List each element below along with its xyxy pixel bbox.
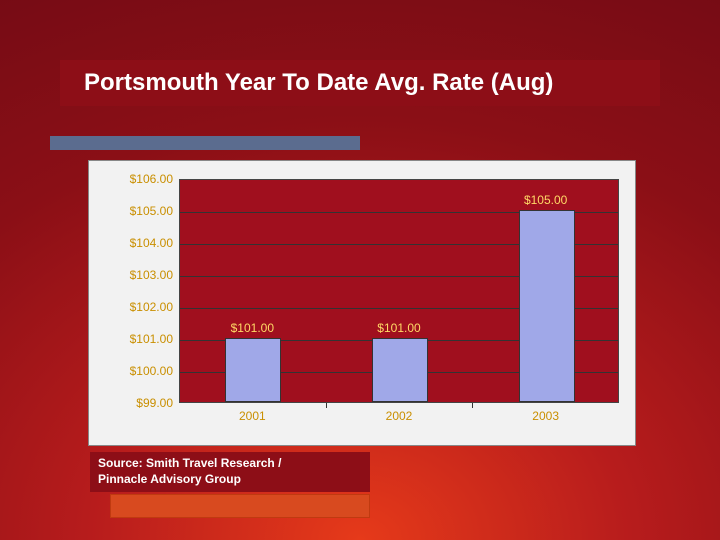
chart-inner: $99.00 $100.00 $101.00 $102.00 $103.00 $104.0… <box>89 161 635 445</box>
chart-container: $99.00 $100.00 $101.00 $102.00 $103.00 $104.0… <box>88 160 636 446</box>
y-axis-label: $103.00 <box>113 268 173 282</box>
page-title: Portsmouth Year To Date Avg. Rate (Aug) <box>84 69 553 97</box>
bar-value-label: $101.00 <box>212 321 292 335</box>
y-axis-label: $101.00 <box>113 332 173 346</box>
bar <box>372 338 428 402</box>
x-axis-label: 2001 <box>212 409 292 423</box>
x-axis-label: 2002 <box>359 409 439 423</box>
x-tick <box>326 403 327 408</box>
title-bar: Portsmouth Year To Date Avg. Rate (Aug) <box>60 60 660 106</box>
x-tick <box>472 403 473 408</box>
x-axis-label: 2003 <box>506 409 586 423</box>
y-axis-label: $106.00 <box>113 172 173 186</box>
source-text-line2: Pinnacle Advisory Group <box>98 472 362 488</box>
bar-value-label: $101.00 <box>359 321 439 335</box>
source-box: Source: Smith Travel Research / Pinnacle… <box>90 452 370 492</box>
accent-bar <box>50 136 360 150</box>
plot-area <box>179 179 619 403</box>
orange-strip <box>110 494 370 518</box>
bar <box>519 210 575 402</box>
bar-value-label: $105.00 <box>506 193 586 207</box>
y-axis-label: $104.00 <box>113 236 173 250</box>
y-axis-label: $105.00 <box>113 204 173 218</box>
source-text-line1: Source: Smith Travel Research / <box>98 456 362 472</box>
y-axis-label: $102.00 <box>113 300 173 314</box>
y-axis-label: $100.00 <box>113 364 173 378</box>
bar <box>225 338 281 402</box>
y-axis-label: $99.00 <box>113 396 173 410</box>
